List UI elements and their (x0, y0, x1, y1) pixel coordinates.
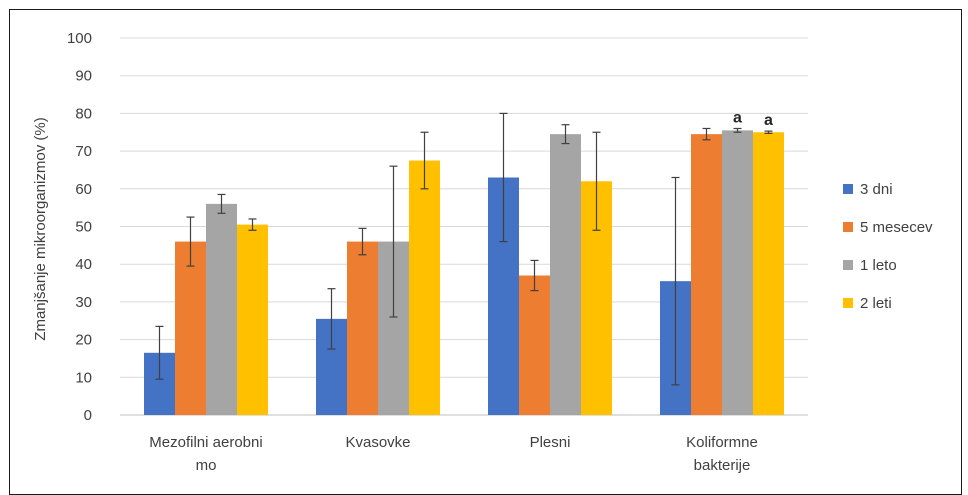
y-tick-label: 50 (75, 219, 92, 236)
legend-label: 5 mesecev (860, 219, 933, 236)
category-label: Mezofilni aerobni (149, 434, 262, 451)
bar (519, 275, 550, 415)
category-label: mo (196, 457, 217, 474)
y-tick-label: 60 (75, 181, 92, 198)
y-tick-label: 70 (75, 143, 92, 160)
legend-swatch (843, 298, 853, 308)
bar (237, 224, 268, 415)
legend-label: 2 leti (860, 295, 892, 312)
y-tick-label: 30 (75, 294, 92, 311)
annotation-label: a (764, 112, 773, 129)
legend-label: 3 dni (860, 181, 893, 198)
x-axis-categories: Mezofilni aerobni mo Kvasovke Plesni Kolifor… (149, 434, 758, 474)
legend-swatch (843, 260, 853, 270)
error-bars (155, 112, 773, 386)
y-tick-label: 0 (84, 407, 92, 424)
bar (753, 132, 784, 415)
bar (722, 130, 753, 416)
legend: 3 dni 5 mesecev 1 leto 2 leti (843, 181, 933, 312)
y-tick-label: 90 (75, 68, 92, 85)
category-label: Koliformne (686, 434, 758, 451)
y-axis-label: Zmanjšanje mikroorganizmov (%) (32, 117, 49, 340)
bar (175, 241, 206, 415)
category-label: Plesni (530, 434, 571, 451)
y-tick-label: 20 (75, 332, 92, 349)
y-tick-label: 10 (75, 369, 92, 386)
annotation-label: a (733, 109, 742, 126)
bar (550, 134, 581, 415)
y-tick-label: 40 (75, 256, 92, 273)
legend-label: 1 leto (860, 257, 897, 274)
bar (206, 203, 237, 415)
category-label: bakterije (694, 457, 751, 474)
bar (347, 241, 378, 415)
category-label: Kvasovke (345, 434, 410, 451)
legend-swatch (843, 184, 853, 194)
legend-swatch (843, 222, 853, 232)
bar (691, 134, 722, 415)
bar (409, 160, 440, 415)
y-tick-label: 80 (75, 105, 92, 122)
y-axis-ticks: 0 10 20 30 40 50 60 70 80 90 100 (67, 30, 92, 424)
bars (144, 130, 784, 416)
y-tick-label: 100 (67, 30, 92, 47)
